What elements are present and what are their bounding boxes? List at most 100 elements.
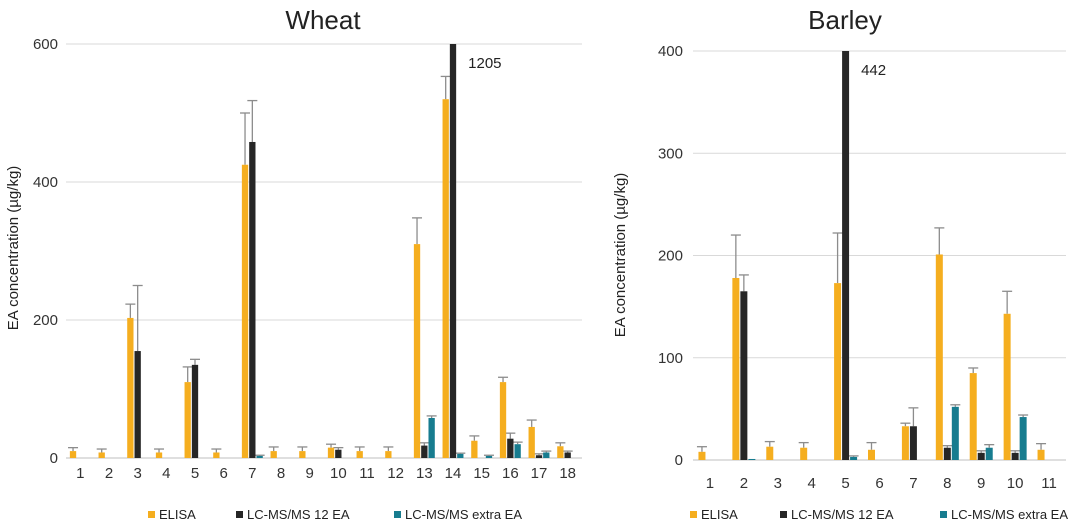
bar <box>191 364 199 458</box>
bar <box>270 451 277 458</box>
bar <box>507 438 514 458</box>
error-bar <box>942 445 953 448</box>
error-bars <box>68 75 573 456</box>
bars <box>69 44 571 459</box>
x-tick-label: 15 <box>473 465 490 482</box>
x-tick-label: 7 <box>248 465 256 482</box>
bar <box>1019 417 1027 460</box>
bar <box>868 449 875 460</box>
error-bar <box>326 443 337 448</box>
x-tick-label: 17 <box>531 465 548 482</box>
bar <box>969 373 977 460</box>
bar <box>748 458 756 460</box>
error-bar <box>908 407 919 427</box>
error-bar <box>505 432 516 439</box>
bar <box>901 426 909 460</box>
y-tick-label: 400 <box>33 174 58 191</box>
y-axis-label: EA concentration (µg/kg) <box>612 173 629 338</box>
error-bar <box>419 442 430 446</box>
error-bar <box>848 455 859 457</box>
y-tick-label: 400 <box>658 43 683 60</box>
y-tick-labels: 0 100 200 300 400 <box>658 43 683 469</box>
bar <box>740 291 748 460</box>
x-tick-label: 8 <box>943 475 951 492</box>
legend-label: LC-MS/MS 12 EA <box>791 507 894 522</box>
legend-item: LC-MS/MS extra EA <box>940 507 1068 522</box>
error-bar <box>738 274 749 292</box>
error-bar <box>730 234 741 278</box>
error-bar <box>866 441 877 450</box>
error-bar <box>469 435 480 441</box>
legend-swatch <box>690 511 697 518</box>
x-tick-label: 4 <box>162 465 170 482</box>
error-bar <box>190 358 200 365</box>
error-bar <box>555 442 566 447</box>
x-tick-label: 5 <box>191 465 199 482</box>
bar <box>1037 449 1045 460</box>
bar <box>698 451 706 460</box>
error-bar <box>96 448 107 453</box>
bar <box>528 426 535 458</box>
legend-item: LC-MS/MS 12 EA <box>780 507 894 522</box>
bar <box>842 51 850 460</box>
error-bar <box>297 446 308 452</box>
bar <box>213 452 220 458</box>
legend-label: LC-MS/MS 12 EA <box>247 507 350 522</box>
error-bar <box>1010 450 1021 453</box>
bar <box>442 99 449 458</box>
bar <box>543 452 550 458</box>
bar <box>134 351 141 458</box>
legend-label: LC-MS/MS extra EA <box>405 507 522 522</box>
x-tick-label: 8 <box>277 465 285 482</box>
barley-panel: Barley EA concentration (µg/kg) 0 100 200 3… <box>612 5 1068 522</box>
error-bar <box>440 75 451 100</box>
error-bar <box>696 446 707 452</box>
bar <box>800 447 808 460</box>
error-bar <box>976 450 987 453</box>
error-bar <box>541 450 552 453</box>
error-bar <box>1018 414 1029 418</box>
x-tick-label: 14 <box>445 465 462 482</box>
x-tick-labels: 1 2 3 4 5 6 7 8 9 10 11 <box>706 475 1057 492</box>
gridlines <box>66 43 582 459</box>
legend: ELISA LC-MS/MS 12 EA LC-MS/MS extra EA <box>690 507 1068 522</box>
x-tick-label: 7 <box>909 475 917 492</box>
x-tick-label: 4 <box>808 475 816 492</box>
legend-item: LC-MS/MS 12 EA <box>236 507 350 522</box>
y-tick-label: 0 <box>675 452 683 469</box>
x-tick-label: 11 <box>1041 475 1057 492</box>
bar <box>943 447 951 460</box>
error-bar <box>426 415 437 418</box>
bar <box>385 451 392 458</box>
x-tick-label: 9 <box>305 465 313 482</box>
error-bar <box>182 366 193 383</box>
x-tick-labels: 1 2 3 4 5 6 7 8 9 10 11 12 13 14 15 16 17 18 <box>76 465 576 482</box>
legend-swatch <box>394 511 401 518</box>
error-bar <box>534 453 544 456</box>
y-tick-label: 200 <box>33 312 58 329</box>
x-tick-label: 2 <box>105 465 113 482</box>
y-tick-label: 100 <box>658 350 683 367</box>
error-bar <box>154 448 165 453</box>
error-bar <box>412 217 423 245</box>
bar <box>766 446 774 460</box>
bar <box>241 164 249 458</box>
legend-item: ELISA <box>148 507 196 522</box>
error-bar <box>984 444 995 448</box>
bar <box>499 382 507 458</box>
bar <box>514 444 521 458</box>
error-bar <box>498 376 509 383</box>
error-bar <box>968 367 979 374</box>
bar <box>850 456 858 460</box>
error-bar <box>455 452 466 454</box>
x-tick-label: 10 <box>330 465 347 482</box>
x-tick-label: 10 <box>1007 475 1024 492</box>
y-tick-label: 200 <box>658 248 683 265</box>
bar <box>1003 313 1011 460</box>
x-tick-label: 9 <box>977 475 985 492</box>
bar <box>977 452 985 460</box>
chart-title: Barley <box>808 5 882 35</box>
error-bar <box>950 404 961 407</box>
error-bar <box>132 284 143 352</box>
bar <box>98 452 105 458</box>
